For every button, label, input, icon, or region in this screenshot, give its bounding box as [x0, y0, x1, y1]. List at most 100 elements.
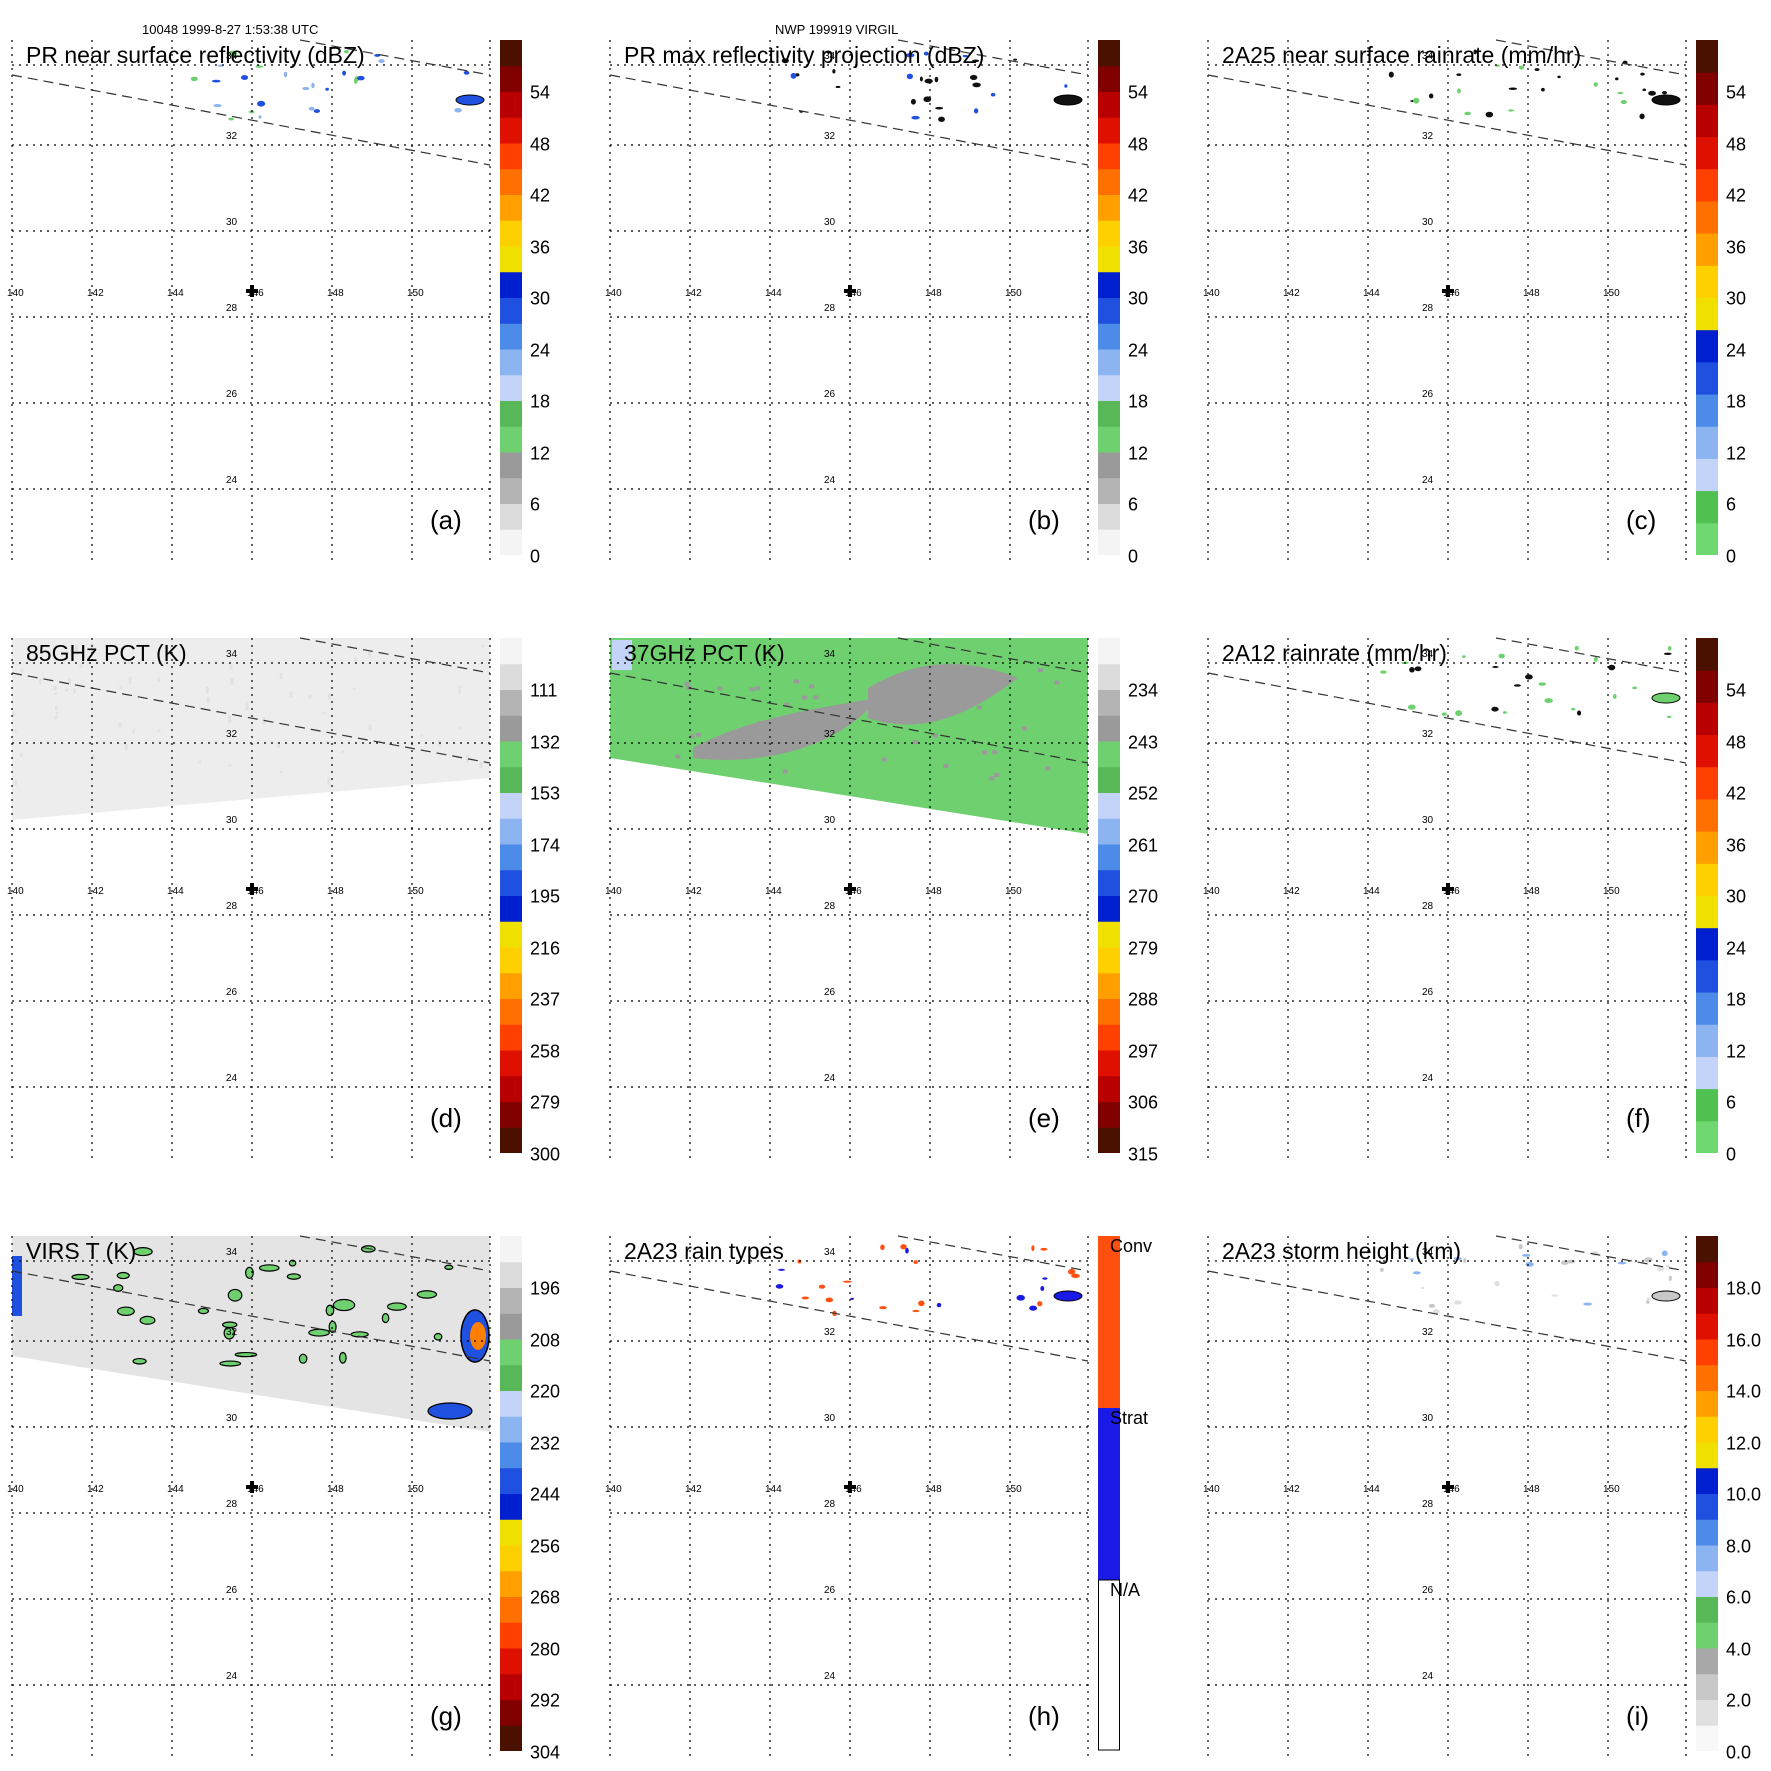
colorbar-segment [1098, 663, 1120, 690]
colorbar-segment [1696, 522, 1718, 555]
plus-marker-icon [246, 883, 258, 895]
latitude-label: 32 [226, 1327, 238, 1338]
colorbar-segment [500, 1519, 522, 1546]
colorbar-segment [500, 91, 522, 118]
colorbar-segment [500, 117, 522, 144]
longitude-label: 146 [1443, 1484, 1460, 1495]
colorbar-tick-label: 12 [1726, 1041, 1747, 1061]
colorbar-tick-label: 280 [530, 1639, 561, 1659]
colorbar-segment [1696, 1673, 1718, 1700]
colorbar-segment [1696, 1596, 1718, 1623]
colorbar-segment [500, 895, 522, 922]
longitude-label: 150 [407, 1484, 424, 1495]
longitude-label: 150 [1005, 288, 1022, 299]
colorbar-tick-label: 18.0 [1726, 1278, 1762, 1299]
colorbar-segment [1098, 65, 1120, 92]
panel-c: 140 142 144 146 148 150 34 32 30 28 26 24 2A25 near … [1196, 0, 1761, 566]
colorbar-segment [1098, 638, 1120, 665]
longitude-label: 150 [1005, 886, 1022, 897]
longitude-label: 140 [7, 886, 24, 897]
plus-marker-icon [1442, 883, 1454, 895]
colorbar-segment [1098, 741, 1120, 768]
latitude-label: 34 [226, 1247, 238, 1258]
colorbar-tick-label: N/A [1110, 1580, 1141, 1600]
latitude-label: 24 [226, 1671, 238, 1682]
longitude-label: 140 [605, 886, 622, 897]
colorbar-segment [1696, 1236, 1718, 1263]
panel-g: 140 142 144 146 148 150 34 32 30 28 26 24 VIRS T (K)… [0, 1196, 565, 1762]
colorbar-segment [500, 349, 522, 376]
colorbar-tick-label: 244 [530, 1484, 561, 1505]
colorbar [500, 1236, 522, 1751]
colorbar-segment [500, 1024, 522, 1051]
swath-edge-line [609, 672, 1089, 764]
colorbar-segment [1696, 1519, 1718, 1546]
colorbar-segment [500, 1236, 522, 1263]
colorbar-tick-label: 48 [1726, 134, 1747, 154]
colorbar-segment [1696, 394, 1718, 427]
colorbar-segment [1098, 1408, 1120, 1580]
longitude-label: 146 [845, 1484, 862, 1495]
swath-edge-line [897, 637, 1089, 674]
colorbar-tick-label: 288 [1128, 989, 1159, 1010]
colorbar-segment [500, 1261, 522, 1288]
colorbar-tick-label: 232 [530, 1433, 561, 1453]
orbit-time-header: 10048 1999-8-27 1:53:38 UTC [142, 22, 319, 37]
colorbar-segment [1696, 426, 1718, 459]
colorbar-segment [1098, 1101, 1120, 1128]
colorbar-segment [500, 972, 522, 999]
colorbar-segment [500, 663, 522, 690]
panel-d: 140 142 144 146 148 150 34 32 30 28 26 24 85GHz PCT … [0, 598, 565, 1164]
longitude-label: 148 [327, 1484, 344, 1495]
latitude-label: 34 [1422, 1247, 1434, 1258]
colorbar-tick-label: 132 [530, 732, 561, 752]
colorbar-segment [1696, 458, 1718, 492]
data-field [1380, 645, 1681, 718]
colorbar-tick-label: 6 [1128, 494, 1139, 515]
colorbar-segment [1098, 117, 1120, 144]
colorbar-segment [500, 1101, 522, 1128]
swath-edge-line [897, 39, 1089, 76]
latitude-label: 30 [226, 815, 238, 826]
latitude-label: 34 [1422, 51, 1434, 62]
colorbar-segment [1098, 792, 1120, 819]
swath-edge-line [609, 1270, 1089, 1362]
latitude-label: 34 [1422, 649, 1434, 660]
colorbar-segment [1696, 1261, 1718, 1288]
colorbar-segment [1696, 1024, 1718, 1057]
swath-edge-line [1495, 637, 1687, 674]
colorbar-tick-label: Conv [1110, 1236, 1153, 1256]
colorbar-segment [1098, 246, 1120, 273]
colorbar-segment [1696, 104, 1718, 138]
longitude-label: 140 [1203, 288, 1220, 299]
latitude-label: 32 [824, 131, 836, 142]
colorbar-segment [1098, 998, 1120, 1025]
colorbar-tick-label: 12 [1726, 443, 1747, 463]
colorbar-tick-label: 243 [1128, 732, 1159, 752]
colorbar-tick-label: 18 [1726, 989, 1747, 1010]
colorbar [1098, 638, 1120, 1153]
colorbar-tick-label: 24 [1726, 340, 1747, 360]
colorbar-segment [1696, 1364, 1718, 1391]
latitude-label: 34 [824, 1247, 836, 1258]
colorbar-tick-label: 54 [1726, 82, 1747, 103]
colorbar-segment [500, 689, 522, 716]
colorbar-segment [1696, 959, 1718, 993]
longitude-label: 144 [1363, 1484, 1380, 1495]
map-plot-d: 140 142 144 146 148 150 34 32 30 28 26 24 [7, 637, 491, 1158]
data-field [775, 1244, 1083, 1317]
longitude-label: 142 [685, 1484, 702, 1495]
colorbar-segment [1098, 91, 1120, 118]
colorbar [1696, 1236, 1718, 1751]
colorbar-segment [1696, 1467, 1718, 1494]
longitude-label: 148 [327, 886, 344, 897]
longitude-label: 144 [167, 1484, 184, 1495]
colorbar-segment [1098, 1050, 1120, 1077]
colorbar-tick-label: 8.0 [1726, 1536, 1752, 1556]
longitude-label: 140 [1203, 1484, 1220, 1495]
longitude-label: 140 [605, 288, 622, 299]
colorbar-segment [500, 452, 522, 479]
colorbar-segment [1696, 233, 1718, 266]
colorbar-tick-label: 6 [530, 494, 541, 515]
colorbar-segment [500, 1416, 522, 1443]
